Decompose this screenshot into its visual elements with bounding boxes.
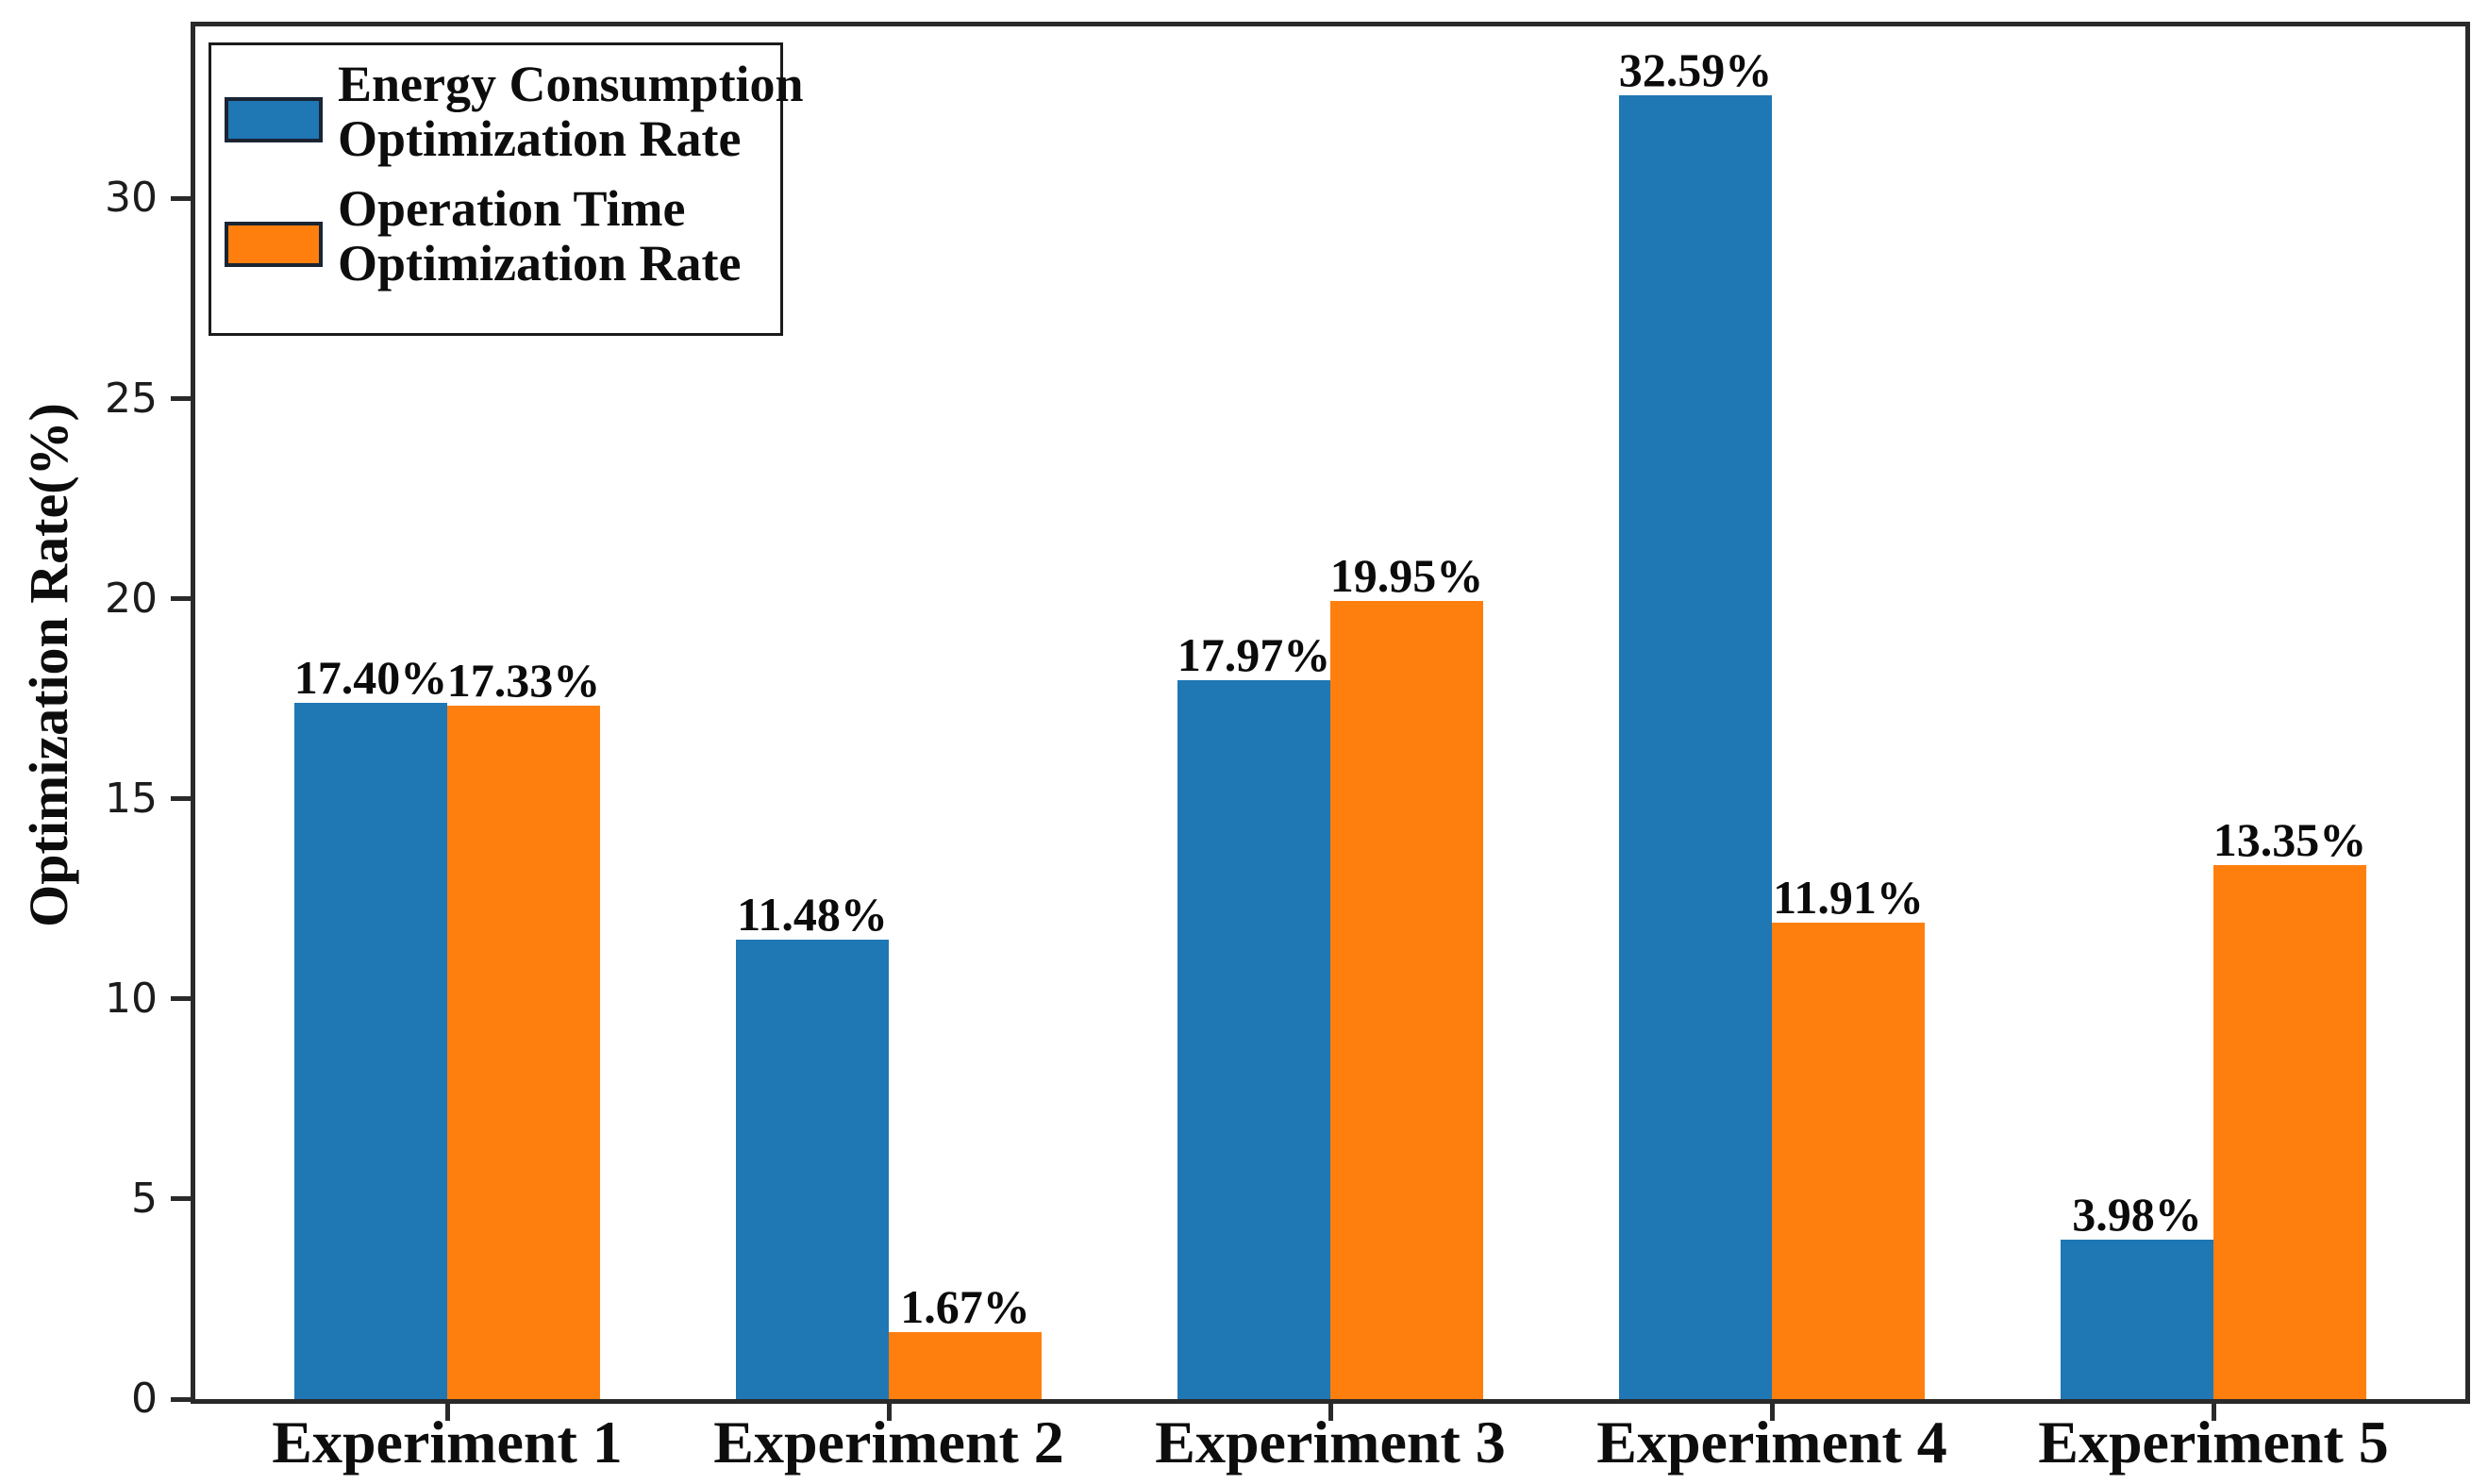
legend-item-time: Operation Time Optimization Rate <box>225 181 763 291</box>
bar-time-2 <box>889 1332 1042 1399</box>
x-tick-mark <box>2212 1404 2216 1421</box>
x-tick-mark <box>887 1404 892 1421</box>
y-tick-label: 20 <box>105 574 158 623</box>
bar-energy-2 <box>736 940 889 1399</box>
bars-layer: 17.40% 17.33% 11.48% 1.67% 17.97% 19.95% 32.59… <box>195 26 2465 1399</box>
bar-value-label: 19.95% <box>1329 548 1484 602</box>
bar-value-label: 17.97% <box>1177 627 1331 681</box>
y-tick-mark <box>171 1396 195 1402</box>
bar-time-4 <box>1772 922 1925 1399</box>
y-tick-mark <box>171 195 195 201</box>
x-tick-label: Experiment 4 <box>1596 1409 1947 1476</box>
y-tick-label: 5 <box>131 1174 158 1223</box>
bar-value-label: 11.91% <box>1773 870 1924 924</box>
legend-label-line: Energy Consumption <box>338 56 804 112</box>
bar-value-label: 17.40% <box>293 650 448 704</box>
legend-label-line: Optimization Rate <box>338 235 742 292</box>
x-tick-label: Experiment 1 <box>272 1409 623 1476</box>
x-tick-mark <box>1328 1404 1333 1421</box>
legend-label-line: Optimization Rate <box>338 110 742 167</box>
bar-value-label: 13.35% <box>2212 812 2367 866</box>
bar-value-label: 1.67% <box>900 1280 1030 1334</box>
bar-value-label: 3.98% <box>2072 1188 2202 1242</box>
bar-time-1 <box>447 705 600 1399</box>
legend-label: Operation Time Optimization Rate <box>338 181 741 291</box>
legend-item-energy: Energy Consumption Optimization Rate <box>225 57 804 166</box>
y-tick-label: 10 <box>105 974 158 1023</box>
bar-energy-5 <box>2061 1240 2213 1399</box>
y-tick-mark <box>171 396 195 401</box>
x-tick-label: Experiment 2 <box>713 1409 1064 1476</box>
plot-area-frame <box>191 22 2470 1404</box>
bar-time-3 <box>1330 600 1483 1399</box>
y-tick-label: 25 <box>105 374 158 423</box>
bar-value-label: 17.33% <box>446 653 601 707</box>
bar-value-label: 32.59% <box>1618 42 1773 96</box>
bar-energy-4 <box>1619 94 1772 1399</box>
bar-time-5 <box>2213 864 2366 1399</box>
legend-swatch-energy <box>225 97 323 142</box>
y-tick-mark <box>171 796 195 802</box>
legend-label-line: Operation Time <box>338 180 686 237</box>
bar-energy-1 <box>294 702 447 1399</box>
bar-energy-3 <box>1177 679 1330 1399</box>
y-tick-mark <box>171 1196 195 1202</box>
y-tick-mark <box>171 596 195 602</box>
bar-value-label: 11.48% <box>737 888 888 942</box>
y-tick-label: 15 <box>105 774 158 823</box>
x-tick-label: Experiment 3 <box>1155 1409 1506 1476</box>
legend-label: Energy Consumption Optimization Rate <box>338 57 804 166</box>
legend: Energy Consumption Optimization Rate Opera… <box>209 42 804 336</box>
y-tick-label: 30 <box>105 174 158 223</box>
x-tick-label: Experiment 5 <box>2038 1409 2389 1476</box>
y-tick-mark <box>171 996 195 1002</box>
y-tick-label: 0 <box>131 1375 158 1423</box>
legend-swatch-time <box>225 222 323 267</box>
x-tick-mark <box>445 1404 450 1421</box>
x-tick-mark <box>1770 1404 1775 1421</box>
